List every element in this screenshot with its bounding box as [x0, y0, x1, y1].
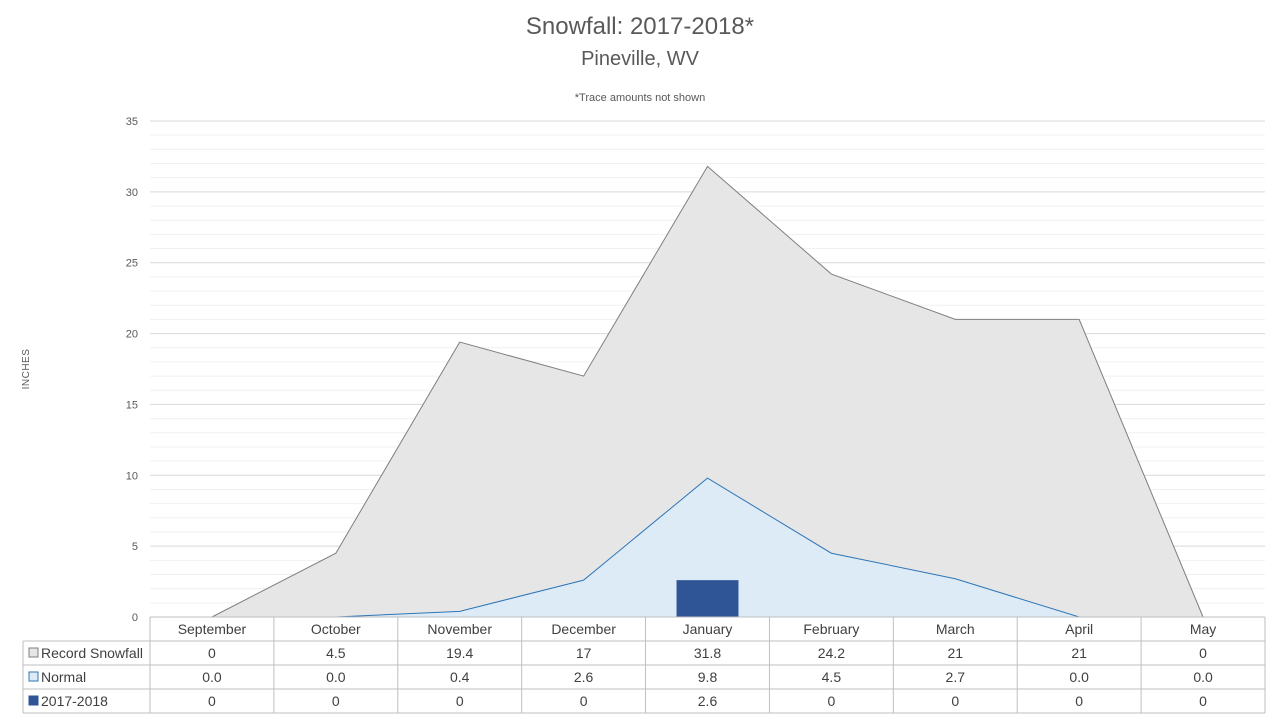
data-label: 0 — [580, 693, 588, 709]
legend-label: Record Snowfall — [41, 645, 143, 661]
legend-key — [28, 647, 39, 658]
data-label: 0 — [456, 693, 464, 709]
line-normal — [211, 477, 1204, 618]
y-tick-label: 20 — [126, 329, 138, 341]
plot-area — [150, 165, 1265, 618]
data-label: 21 — [947, 645, 963, 661]
x-tick-label: September — [178, 621, 247, 637]
x-tick-label: April — [1065, 621, 1093, 637]
line-record-snowfall — [211, 165, 1204, 618]
data-label: 2.6 — [574, 669, 594, 685]
area-normal — [211, 478, 1204, 617]
legend-label: Normal — [41, 669, 86, 685]
chart-note: *Trace amounts not shown — [575, 92, 705, 104]
legend-key — [28, 671, 39, 682]
data-label: 21 — [1071, 645, 1087, 661]
data-label: 0.0 — [326, 669, 346, 685]
data-label: 19.4 — [446, 645, 473, 661]
legend-label: 2017-2018 — [41, 693, 108, 709]
area-record-snowfall — [211, 166, 1204, 617]
data-table: September October November December January F… — [22, 616, 1266, 714]
data-label: 0 — [1199, 645, 1207, 661]
chart-title: Snowfall: 2017-2018* — [526, 13, 754, 40]
y-tick-label: 5 — [132, 541, 138, 553]
y-tick-label: 25 — [126, 258, 138, 270]
data-label: 2.6 — [698, 693, 718, 709]
y-tick-label: 30 — [126, 187, 138, 199]
x-tick-label: December — [551, 621, 616, 637]
data-label: 0.0 — [1069, 669, 1089, 685]
data-label: 0.0 — [202, 669, 222, 685]
legend-key — [28, 695, 39, 706]
data-label: 0.0 — [1193, 669, 1213, 685]
data-label: 0 — [951, 693, 959, 709]
data-label: 31.8 — [694, 645, 721, 661]
y-axis-label: INCHES — [21, 349, 32, 390]
bar-2017-2018-january — [676, 580, 739, 617]
data-label: 4.5 — [822, 669, 842, 685]
data-label: 2.7 — [946, 669, 966, 685]
data-label: 0.4 — [450, 669, 470, 685]
y-tick-label: 0 — [132, 612, 138, 624]
data-label: 0 — [1075, 693, 1083, 709]
y-tick-label: 10 — [126, 470, 138, 482]
x-tick-label: February — [803, 621, 859, 637]
data-label: 0 — [827, 693, 835, 709]
data-label: 9.8 — [698, 669, 718, 685]
y-axis-ticks: 0 5 10 15 20 25 30 35 — [126, 116, 138, 624]
x-tick-label: January — [683, 621, 733, 637]
x-tick-label: November — [427, 621, 492, 637]
x-tick-label: March — [936, 621, 975, 637]
x-tick-label: October — [311, 621, 361, 637]
data-label: 4.5 — [326, 645, 346, 661]
chart-subtitle: Pineville, WV — [581, 48, 699, 70]
data-label: 0 — [208, 645, 216, 661]
data-label: 24.2 — [818, 645, 845, 661]
data-label: 0 — [208, 693, 216, 709]
data-label: 17 — [576, 645, 592, 661]
x-tick-label: May — [1190, 621, 1216, 637]
data-label: 0 — [332, 693, 340, 709]
data-label: 0 — [1199, 693, 1207, 709]
y-tick-label: 35 — [126, 116, 138, 128]
y-tick-label: 15 — [126, 399, 138, 411]
